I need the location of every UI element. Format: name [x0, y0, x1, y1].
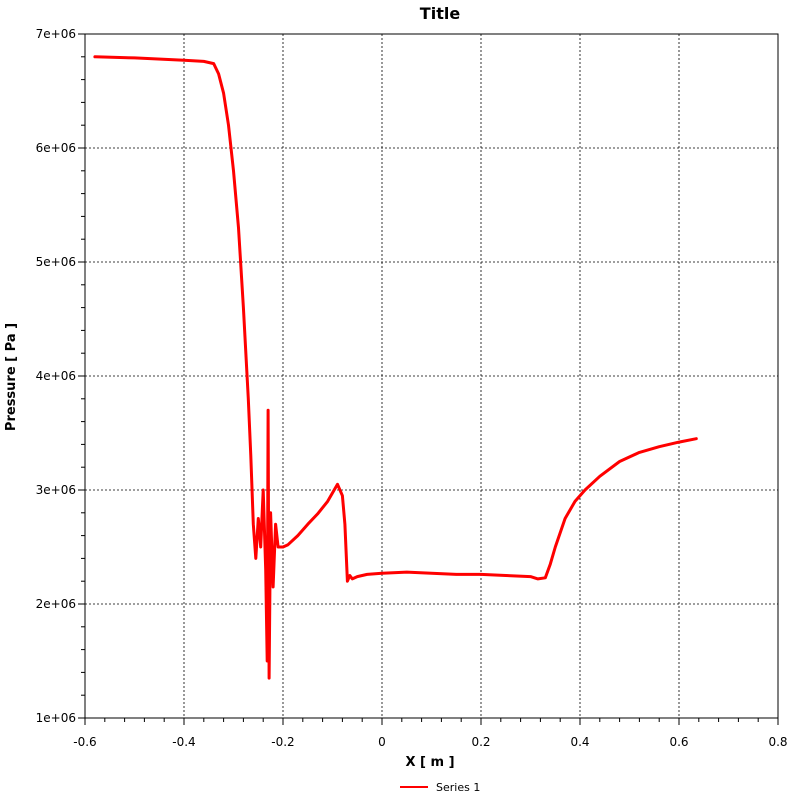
x-tick-label: -0.6: [73, 735, 96, 749]
x-tick-label: 0.6: [669, 735, 688, 749]
x-tick-labels: -0.6 -0.4 -0.2 0 0.2 0.4 0.6 0.8: [73, 735, 787, 749]
series-layer: [93, 55, 698, 680]
y-tick-labels: 1e+06 2e+06 3e+06 4e+06 5e+06 6e+06 7e+06: [36, 27, 76, 725]
legend-label-series-1: Series 1: [436, 781, 480, 794]
x-tick-label: 0: [378, 735, 386, 749]
x-tick-label: -0.2: [271, 735, 294, 749]
y-tick-label: 6e+06: [36, 141, 76, 155]
axis-ticks: [78, 33, 779, 725]
legend: Series 1: [400, 781, 480, 794]
x-tick-label: 0.8: [768, 735, 787, 749]
y-tick-label: 5e+06: [36, 255, 76, 269]
y-tick-label: 7e+06: [36, 27, 76, 41]
y-axis-title: Pressure [ Pa ]: [4, 323, 19, 431]
x-tick-label: 0.4: [570, 735, 589, 749]
y-tick-label: 2e+06: [36, 597, 76, 611]
y-tick-label: 1e+06: [36, 711, 76, 725]
grid-lines: [85, 34, 778, 718]
x-axis-title: X [ m ]: [405, 755, 454, 770]
series-line-1: [93, 55, 698, 680]
x-tick-label: 0.2: [471, 735, 490, 749]
y-tick-label: 4e+06: [36, 369, 76, 383]
y-tick-label: 3e+06: [36, 483, 76, 497]
x-tick-label: -0.4: [172, 735, 195, 749]
chart-title: Title: [420, 4, 461, 23]
